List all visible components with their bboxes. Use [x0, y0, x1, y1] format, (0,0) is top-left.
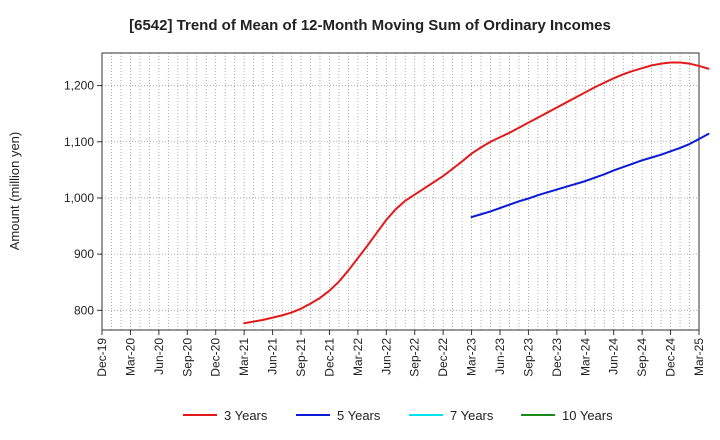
y-axis-label: Amount (million yen) — [7, 132, 22, 251]
x-tick-label: Mar-21 — [237, 338, 251, 376]
legend-label-7-years: 7 Years — [450, 408, 494, 423]
plot-frame — [101, 52, 700, 331]
series-line-5-years — [470, 132, 710, 219]
chart-title: [6542] Trend of Mean of 12-Month Moving … — [129, 17, 611, 34]
x-tick-label: Dec-22 — [436, 338, 450, 377]
x-tick-label: Dec-24 — [664, 338, 678, 377]
x-tick-label: Dec-19 — [95, 338, 109, 377]
x-tick-label: Dec-23 — [550, 338, 564, 377]
y-tick-label: 1,100 — [64, 135, 94, 149]
series-layer — [243, 61, 710, 325]
x-tick-label: Sep-20 — [180, 338, 194, 377]
series-line-3-years — [243, 61, 710, 325]
y-tick-label: 800 — [74, 303, 94, 317]
y-tick-label: 900 — [74, 247, 94, 261]
x-tick-label: Jun-21 — [266, 338, 280, 375]
legend-label-5-years: 5 Years — [337, 408, 381, 423]
x-tick-label: Sep-21 — [294, 338, 308, 377]
legend: 3 Years 5 Years 7 Years 10 Years — [183, 408, 613, 423]
y-tick-label: 1,200 — [64, 79, 94, 93]
x-tick-label: Mar-23 — [465, 338, 479, 376]
x-tick-label: Mar-20 — [123, 338, 137, 376]
axis-layer: 800 900 1,000 1,100 1,200 Dec-19 Mar-20 Jun-20 S… — [64, 52, 706, 377]
x-tick-label: Mar-25 — [692, 338, 706, 376]
x-tick-label: Mar-24 — [578, 338, 592, 376]
x-tick-label: Jun-23 — [493, 338, 507, 375]
x-tick-label: Dec-20 — [209, 338, 223, 377]
legend-label-3-years: 3 Years — [224, 408, 268, 423]
x-tick-label: Sep-22 — [408, 338, 422, 377]
x-tick-label: Dec-21 — [322, 338, 336, 377]
x-tick-label: Jun-22 — [379, 338, 393, 375]
legend-label-10-years: 10 Years — [562, 408, 613, 423]
x-tick-label: Mar-22 — [351, 338, 365, 376]
grid-layer — [102, 53, 699, 330]
x-tick-label: Jun-20 — [152, 338, 166, 375]
x-tick-label: Jun-24 — [607, 338, 621, 375]
x-tick-label: Sep-23 — [521, 338, 535, 377]
y-tick-label: 1,000 — [64, 191, 94, 205]
x-tick-label: Sep-24 — [635, 338, 649, 377]
